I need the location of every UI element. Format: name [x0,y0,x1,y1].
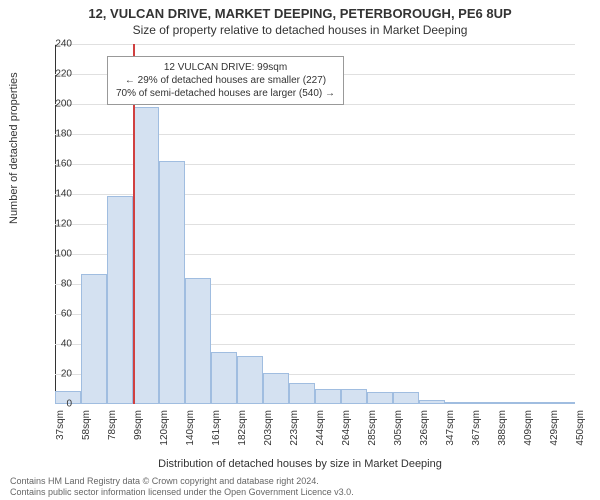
y-tick-label: 40 [42,339,72,350]
y-tick-label: 160 [42,159,72,170]
x-tick-label: 367sqm [471,410,482,446]
histogram-bar [419,400,445,405]
x-tick-label: 99sqm [133,410,144,440]
histogram-bar [497,402,523,404]
y-tick-label: 140 [42,189,72,200]
plot-area: 12 VULCAN DRIVE: 99sqm← 29% of detached … [55,44,575,404]
x-tick-label: 409sqm [523,410,534,446]
x-tick-label: 78sqm [107,410,118,440]
histogram-bar [237,356,263,404]
chart-subtitle: Size of property relative to detached ho… [0,21,600,41]
x-tick-label: 58sqm [81,410,92,440]
x-tick-label: 120sqm [159,410,170,446]
histogram-bar [341,389,367,404]
y-tick-label: 200 [42,99,72,110]
annotation-line: 70% of semi-detached houses are larger (… [116,87,335,100]
histogram-bar [159,161,185,404]
footer-attribution: Contains HM Land Registry data © Crown c… [10,476,590,498]
x-tick-label: 182sqm [237,410,248,446]
annotation-box: 12 VULCAN DRIVE: 99sqm← 29% of detached … [107,56,344,105]
x-tick-label: 203sqm [263,410,274,446]
y-tick-label: 120 [42,219,72,230]
y-tick-label: 220 [42,69,72,80]
chart-title: 12, VULCAN DRIVE, MARKET DEEPING, PETERB… [0,0,600,21]
x-tick-label: 450sqm [575,410,586,446]
y-tick-label: 100 [42,249,72,260]
x-tick-label: 223sqm [289,410,300,446]
histogram-bar [523,402,549,404]
histogram-bar [445,402,471,404]
histogram-bar [471,402,497,404]
y-tick-label: 0 [42,399,72,410]
histogram-bar [185,278,211,404]
x-tick-label: 305sqm [393,410,404,446]
histogram-bar [549,402,575,404]
y-tick-label: 180 [42,129,72,140]
x-tick-label: 161sqm [211,410,222,446]
x-tick-label: 264sqm [341,410,352,446]
y-tick-label: 20 [42,369,72,380]
histogram-bar [81,274,107,405]
y-tick-label: 240 [42,39,72,50]
annotation-line: 12 VULCAN DRIVE: 99sqm [116,61,335,74]
x-tick-label: 347sqm [445,410,456,446]
y-tick-label: 60 [42,309,72,320]
x-tick-label: 244sqm [315,410,326,446]
y-axis-label: Number of detached properties [8,72,20,224]
histogram-bar [393,392,419,404]
x-tick-label: 326sqm [419,410,430,446]
annotation-line: ← 29% of detached houses are smaller (22… [116,74,335,87]
histogram-bar [289,383,315,404]
x-tick-label: 429sqm [549,410,560,446]
histogram-bar [107,196,133,405]
footer-line-2: Contains public sector information licen… [10,487,590,498]
x-tick-label: 37sqm [55,410,66,440]
histogram-bar [367,392,393,404]
x-tick-label: 388sqm [497,410,508,446]
x-tick-label: 285sqm [367,410,378,446]
y-tick-label: 80 [42,279,72,290]
histogram-bar [315,389,341,404]
x-tick-label: 140sqm [185,410,196,446]
footer-line-1: Contains HM Land Registry data © Crown c… [10,476,590,487]
histogram-bar [133,107,159,404]
histogram-bar [263,373,289,405]
histogram-bar [211,352,237,405]
x-axis-label: Distribution of detached houses by size … [0,458,600,470]
